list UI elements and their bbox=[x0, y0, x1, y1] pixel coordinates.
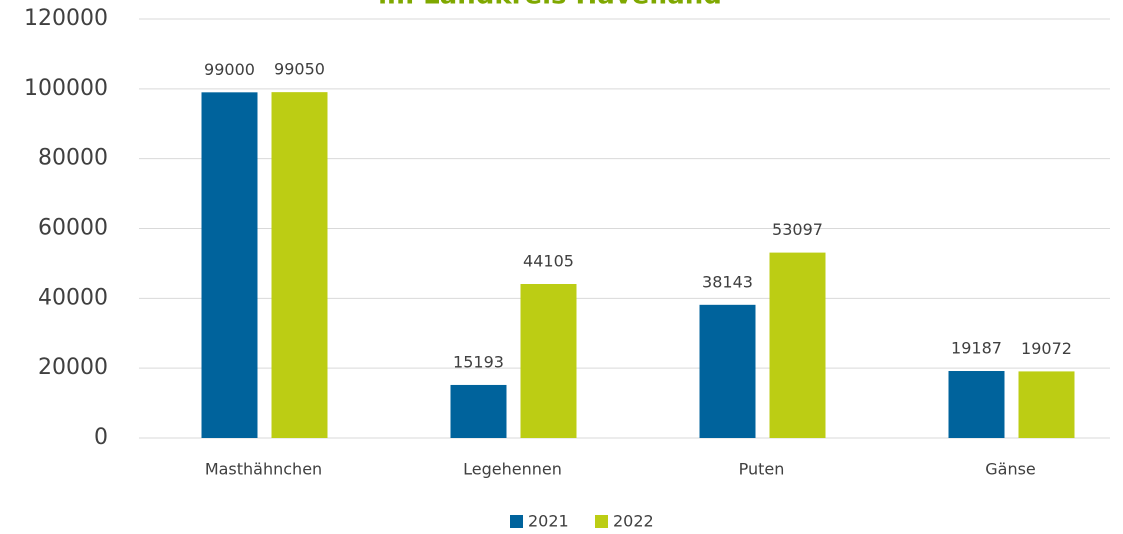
x-tick-label: Gänse bbox=[985, 460, 1036, 479]
x-tick-label: Masthähnchen bbox=[205, 460, 322, 479]
bar bbox=[948, 371, 1005, 438]
y-tick-label: 120000 bbox=[24, 6, 108, 31]
data-label: 99000 bbox=[204, 60, 255, 79]
y-tick-label: 80000 bbox=[38, 146, 108, 171]
bar bbox=[520, 284, 577, 438]
data-label: 19072 bbox=[1021, 339, 1072, 358]
chart-title: im Landkreis Havelland bbox=[378, 0, 722, 11]
y-tick-label: 100000 bbox=[24, 76, 108, 101]
x-tick-label: Puten bbox=[739, 460, 785, 479]
y-tick-label: 0 bbox=[94, 425, 108, 450]
legend-swatch bbox=[595, 515, 608, 528]
legend-label: 2022 bbox=[613, 512, 654, 531]
data-label: 15193 bbox=[453, 352, 504, 371]
data-label: 38143 bbox=[702, 272, 753, 291]
bar bbox=[699, 304, 756, 438]
y-tick-label: 40000 bbox=[38, 285, 108, 310]
y-tick-label: 60000 bbox=[38, 216, 108, 241]
data-label: 44105 bbox=[523, 252, 574, 271]
legend-label: 2021 bbox=[528, 512, 569, 531]
bar bbox=[450, 384, 507, 438]
legend-swatch bbox=[510, 515, 523, 528]
bar bbox=[201, 92, 258, 438]
bar bbox=[769, 252, 826, 438]
bar bbox=[271, 92, 328, 438]
x-tick-label: Legehennen bbox=[463, 460, 562, 479]
y-tick-label: 20000 bbox=[38, 355, 108, 380]
data-label: 99050 bbox=[274, 60, 325, 79]
data-label: 19187 bbox=[951, 339, 1002, 358]
bar bbox=[1018, 371, 1075, 438]
data-label: 53097 bbox=[772, 220, 823, 239]
